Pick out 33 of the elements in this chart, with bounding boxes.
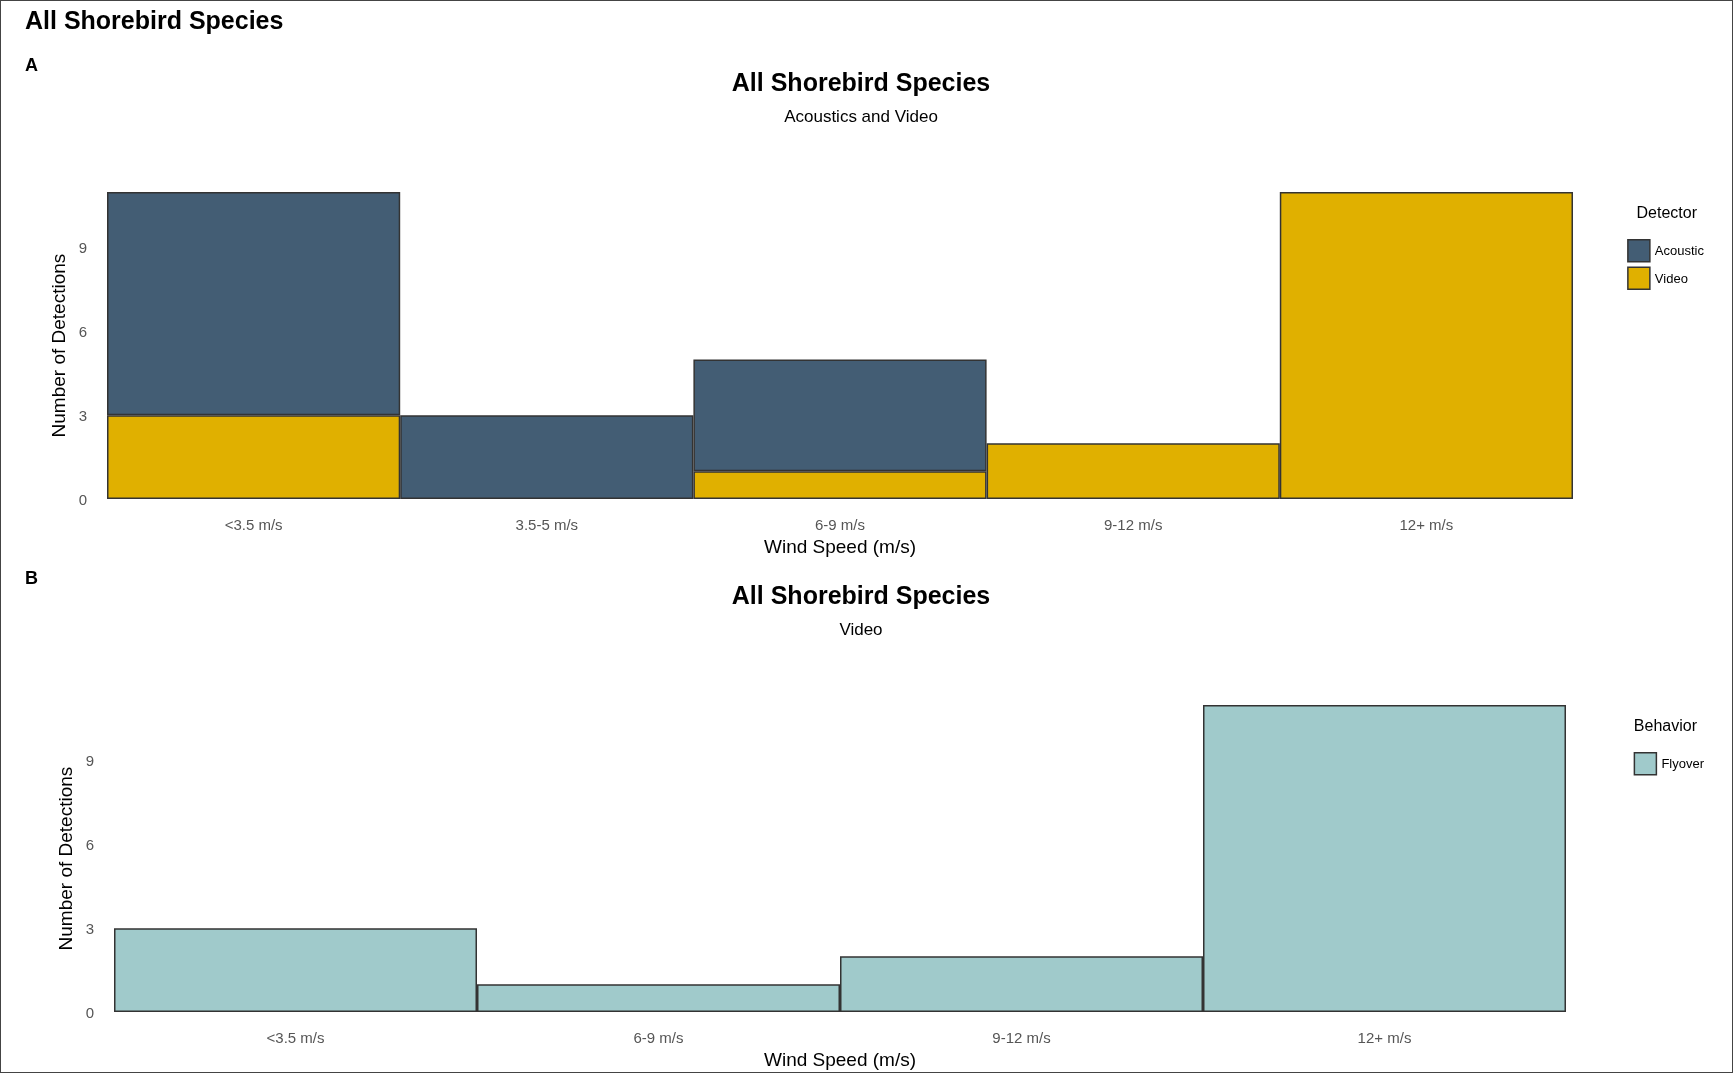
y-tick-label: 6 (85, 836, 94, 854)
legend-title: Behavior (1633, 716, 1698, 734)
y-tick-label: 0 (85, 1003, 94, 1021)
text: A (25, 55, 38, 75)
x-tick-label: <3.5 m/s (266, 1029, 325, 1047)
y-tick-label: 3 (85, 919, 94, 937)
chart-subtitle: Video (839, 620, 883, 639)
y-tick-label: 9 (85, 752, 94, 770)
x-axis-title: Wind Speed (m/s) (763, 536, 917, 557)
y-tick-label: 0 (78, 490, 87, 508)
x-tick-label: 9-12 m/s (992, 1029, 1051, 1047)
legend-label: Flyover (1661, 756, 1705, 772)
x-tick-label: <3.5 m/s (224, 516, 283, 534)
y-tick-label: 3 (78, 406, 87, 424)
y-tick-label: 6 (78, 323, 87, 341)
legend-label: Video (1654, 270, 1688, 286)
x-tick-label: 6-9 m/s (814, 516, 866, 534)
legend-label: Acoustic (1654, 243, 1705, 259)
text: B (25, 568, 38, 588)
x-tick-label: 9-12 m/s (1104, 516, 1163, 534)
x-axis-title: Wind Speed (m/s) (763, 1049, 917, 1070)
chart-title: All Shorebird Species (731, 580, 991, 609)
chart-title: All Shorebird Species (731, 67, 991, 96)
y-tick-label: 9 (78, 239, 87, 257)
y-axis-title: Number of Detections (54, 766, 76, 951)
x-tick-label: 6-9 m/s (633, 1029, 684, 1047)
y-axis-title: Number of Detections (47, 253, 69, 438)
x-tick-label: 3.5-5 m/s (515, 516, 579, 534)
chart-subtitle: Acoustics and Video (784, 107, 938, 126)
legend-title: Detector (1636, 203, 1698, 221)
x-tick-label: 12+ m/s (1357, 1029, 1412, 1047)
x-tick-label: 12+ m/s (1399, 516, 1454, 534)
text: All Shorebird Species (25, 5, 284, 34)
